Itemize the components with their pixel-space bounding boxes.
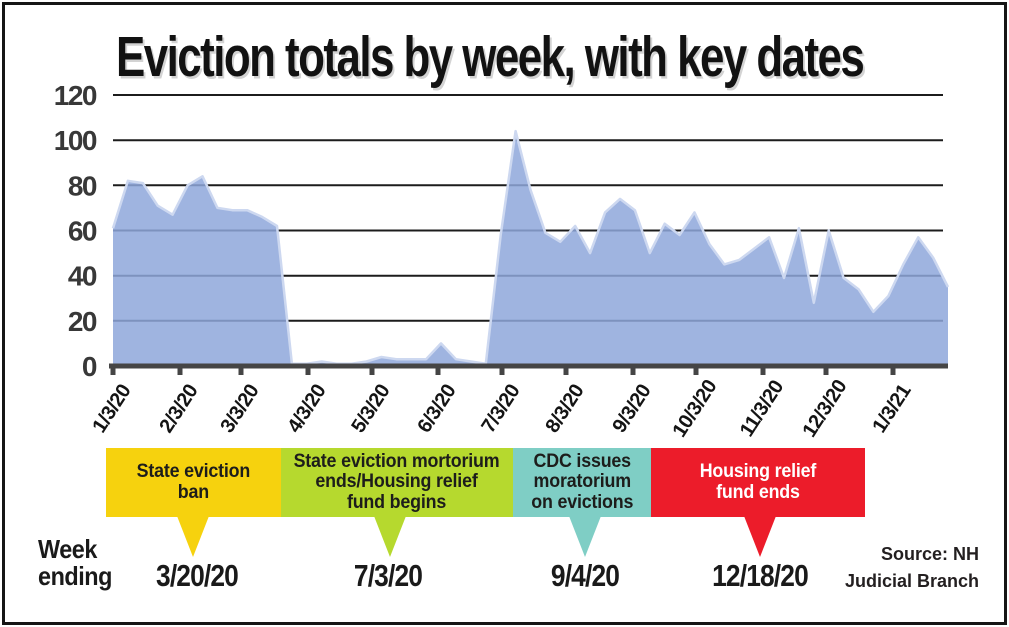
x-axis-label-11: 12/3/20 xyxy=(799,376,852,441)
y-axis-label-60: 60 xyxy=(68,216,97,247)
x-axis-label-5: 6/3/20 xyxy=(413,380,460,436)
key-date-2: 7/3/20 xyxy=(353,558,423,593)
source-line: Source: NH xyxy=(880,544,979,564)
week-ending-line: ending xyxy=(38,561,112,592)
callout-text: State eviction ban xyxy=(136,460,251,503)
callout-line: State eviction mortorium xyxy=(294,450,500,472)
callout-pointer xyxy=(744,516,776,557)
x-axis-label-12: 1/3/21 xyxy=(868,380,915,436)
source-line: Judicial Branch xyxy=(844,571,979,591)
key-date-1: 3/20/20 xyxy=(156,558,239,593)
y-axis-label-120: 120 xyxy=(54,80,97,111)
callout-line: State eviction xyxy=(136,460,251,482)
week-ending-label: Week ending xyxy=(38,534,112,592)
callout-line: ban xyxy=(177,481,210,503)
key-date-4: 12/18/20 xyxy=(712,558,809,593)
y-axis-label-0: 0 xyxy=(82,351,97,382)
y-axis-label-80: 80 xyxy=(68,170,97,201)
callout-cdc-moratorium: CDC issues moratorium on evictions xyxy=(513,448,651,557)
callout-line: moratorium xyxy=(533,471,631,493)
source-attribution: Source: NH Judicial Branch xyxy=(845,541,979,595)
x-axis-label-7: 8/3/20 xyxy=(541,380,588,436)
x-axis-label-0: 1/3/20 xyxy=(88,380,135,436)
x-axis-label-6: 7/3/20 xyxy=(477,380,524,436)
callout-line: on evictions xyxy=(531,491,633,513)
eviction-area-series xyxy=(113,131,948,366)
callout-text: Housing relief fund ends xyxy=(699,460,817,503)
area-top-edge xyxy=(111,129,950,365)
callout-housing-relief-fund-ends: Housing relief fund ends xyxy=(651,448,865,557)
callout-state-eviction-ban: State eviction ban xyxy=(106,448,281,557)
x-axis-label-10: 11/3/20 xyxy=(736,376,788,440)
key-date-3: 9/4/20 xyxy=(550,558,620,593)
callout-line: Housing relief xyxy=(699,460,817,482)
x-axis-label-3: 4/3/20 xyxy=(283,380,330,436)
y-axis-label-100: 100 xyxy=(54,125,97,156)
chart-title: Eviction totals by week, with key dates xyxy=(116,25,865,89)
week-ending-line: Week xyxy=(38,534,97,564)
callout-text: State eviction mortorium ends/Housing re… xyxy=(294,450,500,514)
callout-line: ends/Housing relief xyxy=(315,471,479,493)
x-axis-label-9: 10/3/20 xyxy=(669,376,722,441)
callout-pointer xyxy=(569,516,601,557)
callout-line: CDC issues xyxy=(533,450,631,472)
x-axis-label-8: 9/3/20 xyxy=(608,380,655,436)
callout-line: fund begins xyxy=(347,491,447,513)
y-axis-label-20: 20 xyxy=(68,306,97,337)
callout-pointer xyxy=(374,516,406,557)
callout-text: CDC issues moratorium on evictions xyxy=(531,450,633,514)
x-axis-label-2: 3/3/20 xyxy=(216,380,263,436)
x-axis-label-1: 2/3/20 xyxy=(155,380,202,436)
y-axis-label-40: 40 xyxy=(68,261,97,292)
x-axis-label-4: 5/3/20 xyxy=(347,380,394,436)
callout-pointer xyxy=(177,516,209,557)
callout-moratorium-ends-fund-begins: State eviction mortorium ends/Housing re… xyxy=(281,448,513,557)
callout-line: fund ends xyxy=(716,481,800,503)
